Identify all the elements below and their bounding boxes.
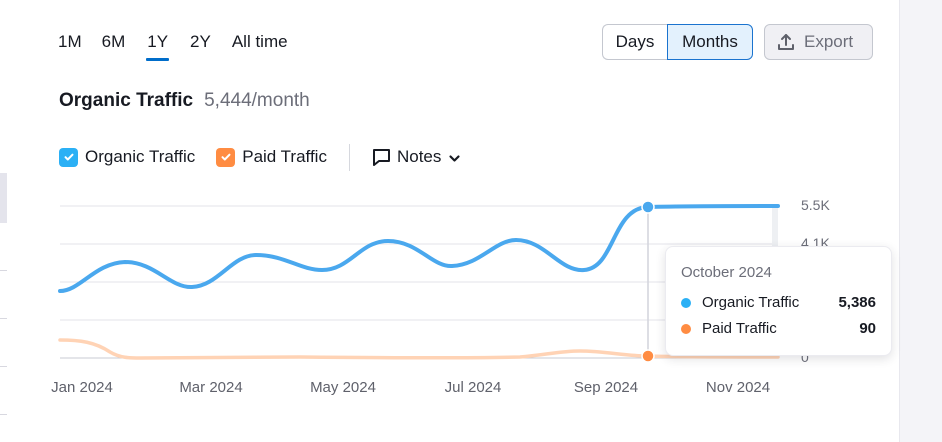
x-tick-label: Jul 2024 xyxy=(444,379,502,396)
export-button[interactable]: Export xyxy=(764,24,873,60)
tooltip-label: Organic Traffic xyxy=(702,294,800,311)
tab-1m[interactable]: 1M xyxy=(58,32,82,51)
chart-plot-area xyxy=(58,200,780,363)
traffic-line-chart[interactable]: 5.5K 4.1K 0 Jan 2024 Mar 2024 May 2024 J… xyxy=(0,190,899,410)
tooltip-row-paid: Paid Traffic 90 xyxy=(681,320,876,337)
months-button[interactable]: Months xyxy=(667,24,753,60)
tooltip-row-organic: Organic Traffic 5,386 xyxy=(681,294,876,311)
chart-tooltip: October 2024 Organic Traffic 5,386 Paid … xyxy=(665,246,892,356)
x-tick-label: Sep 2024 xyxy=(573,379,639,396)
checkbox-checked-icon[interactable] xyxy=(216,147,236,167)
page-background-gutter xyxy=(899,0,942,442)
x-tick-label: Mar 2024 xyxy=(179,379,243,396)
tab-2y[interactable]: 2Y xyxy=(190,32,211,51)
tab-6m[interactable]: 6M xyxy=(101,32,126,51)
chevron-down-icon xyxy=(449,154,460,162)
notes-label: Notes xyxy=(396,147,442,166)
tab-all-time[interactable]: All time xyxy=(231,32,288,51)
divider xyxy=(0,270,7,271)
y-tick-label: 5.5K xyxy=(801,197,830,213)
paid-dot-icon xyxy=(681,323,691,334)
divider xyxy=(0,318,7,319)
paid-traffic-toggle[interactable]: Paid Traffic xyxy=(216,147,327,167)
tooltip-value: 5,386 xyxy=(838,294,876,311)
left-panel-edge xyxy=(0,0,8,442)
x-tick-label: Jan 2024 xyxy=(51,379,113,396)
tooltip-label: Paid Traffic xyxy=(702,320,777,337)
organic-traffic-toggle[interactable]: Organic Traffic xyxy=(59,147,195,167)
legend-divider xyxy=(348,143,350,171)
divider xyxy=(0,414,7,415)
traffic-summary-value: 5,444/month xyxy=(204,90,310,111)
export-label: Export xyxy=(804,32,854,51)
chart-header: Organic Traffic 5,444/month xyxy=(59,90,310,112)
chart-title: Organic Traffic xyxy=(59,90,194,111)
organic-traffic-label: Organic Traffic xyxy=(85,147,196,166)
x-tick-label: Nov 2024 xyxy=(705,379,771,396)
tooltip-date: October 2024 xyxy=(681,264,772,281)
notes-dropdown[interactable]: Notes xyxy=(371,147,461,168)
period-tabs: 1M 6M 1Y 2Y All time xyxy=(58,31,288,61)
paid-highlight-point xyxy=(641,349,655,363)
paid-traffic-label: Paid Traffic xyxy=(242,147,327,166)
granularity-toggle: Days Months xyxy=(602,24,753,60)
comment-icon xyxy=(372,148,390,166)
tab-1y[interactable]: 1Y xyxy=(146,31,169,61)
days-button[interactable]: Days xyxy=(602,24,667,60)
upload-icon xyxy=(778,34,794,50)
x-tick-label: May 2024 xyxy=(310,379,376,396)
y-tick-label: 0 xyxy=(801,349,809,365)
tooltip-value: 90 xyxy=(859,320,876,337)
organic-highlight-point xyxy=(641,200,655,214)
organic-dot-icon xyxy=(681,297,691,308)
divider xyxy=(0,366,7,367)
chart-legend: Organic Traffic Paid Traffic Notes xyxy=(59,143,461,171)
checkbox-checked-icon[interactable] xyxy=(59,147,78,167)
left-panel-selected-row xyxy=(0,173,7,223)
